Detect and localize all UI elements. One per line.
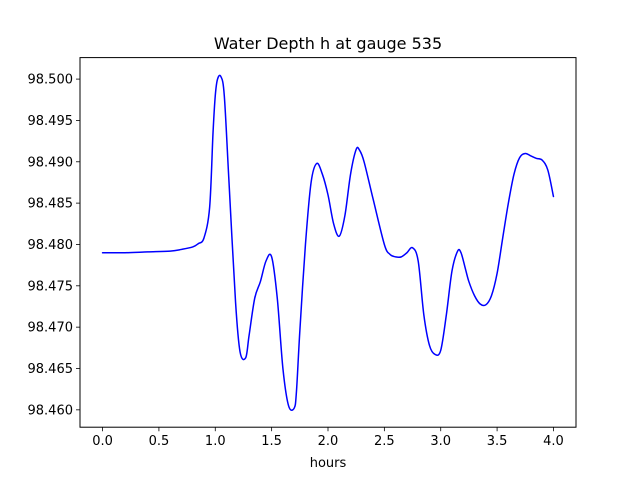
y-tick-label: 98.495: [28, 114, 74, 129]
y-tick-label: 98.470: [28, 321, 74, 336]
x-tick-label: 3.5: [487, 434, 508, 449]
y-axis: 98.460 98.465 98.470 98.475 98.480 98.485 98.4…: [28, 73, 80, 418]
x-tick-label: 2.5: [374, 434, 395, 449]
x-axis: 0.0 0.5 1.0 1.5 2.0 2.5 3.0 3.5 4.0: [92, 427, 564, 449]
y-tick-label: 98.475: [28, 279, 74, 294]
y-tick-label: 98.480: [28, 238, 74, 253]
x-tick-label: 4.0: [543, 434, 564, 449]
y-tick-label: 98.460: [28, 403, 74, 418]
x-tick-label: 1.5: [261, 434, 282, 449]
x-axis-label: hours: [310, 456, 347, 471]
chart-title: Water Depth h at gauge 535: [214, 34, 442, 53]
y-tick-label: 98.485: [28, 197, 74, 212]
x-tick-label: 3.0: [430, 434, 451, 449]
y-tick-label: 98.500: [28, 73, 74, 88]
x-tick-label: 1.0: [205, 434, 226, 449]
y-tick-label: 98.465: [28, 362, 74, 377]
x-tick-label: 0.5: [149, 434, 170, 449]
x-tick-label: 0.0: [92, 434, 113, 449]
series-line: [101, 74, 555, 412]
y-tick-label: 98.490: [28, 155, 74, 170]
x-tick-label: 2.0: [318, 434, 339, 449]
